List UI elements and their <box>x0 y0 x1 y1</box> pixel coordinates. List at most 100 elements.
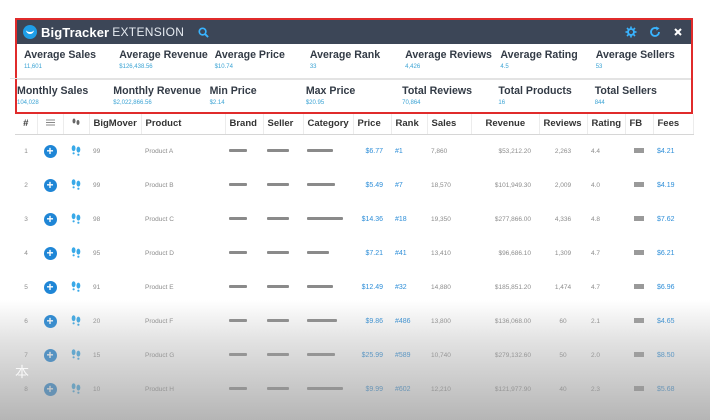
rank-cell[interactable]: #18 <box>395 215 407 223</box>
footprints-icon[interactable] <box>71 246 81 260</box>
product-name[interactable]: Product E <box>145 283 174 291</box>
product-name[interactable]: Product F <box>145 317 174 325</box>
table-row[interactable]: 2 +99 Product B $5.49 #7 18,570 $101,949.30 2,0… <box>15 168 693 202</box>
header-footprint-column[interactable] <box>63 114 90 135</box>
footprints-icon <box>72 118 80 125</box>
product-name[interactable]: Product H <box>145 385 174 393</box>
footprints-icon[interactable] <box>71 178 81 192</box>
category-cell <box>303 236 353 270</box>
header-category[interactable]: Category <box>303 114 354 135</box>
close-icon[interactable] <box>673 27 683 37</box>
stat-monthly-sales: Monthly Sales 104,028 <box>17 79 114 113</box>
header-bigmover[interactable]: BigMover <box>89 114 142 135</box>
product-name[interactable]: Product C <box>145 215 174 223</box>
header-revenue[interactable]: Revenue <box>471 114 540 135</box>
redacted-bar <box>634 148 644 154</box>
gear-icon[interactable] <box>625 26 637 38</box>
price-cell: $9.86 <box>365 317 383 325</box>
header-reviews[interactable]: Reviews <box>539 114 588 135</box>
header-brand[interactable]: Brand <box>225 114 264 135</box>
rank-cell[interactable]: #602 <box>395 385 411 393</box>
rank-cell[interactable]: #41 <box>395 249 407 257</box>
revenue-cell: $96,686.10 <box>498 249 531 257</box>
refresh-icon[interactable] <box>649 26 661 38</box>
redacted-bar <box>267 387 289 391</box>
search-icon[interactable] <box>198 26 209 38</box>
product-name[interactable]: Product G <box>145 351 175 359</box>
footprints-icon[interactable] <box>71 280 81 294</box>
add-icon[interactable]: + <box>43 212 57 226</box>
rank-cell[interactable]: #589 <box>395 351 411 359</box>
fb-cell <box>625 304 653 338</box>
footprints-icon[interactable] <box>71 144 81 158</box>
price-cell: $14.36 <box>361 215 383 223</box>
table-row[interactable]: 6 +20 Product F $9.86 #486 13,800 $136,068.00 6… <box>15 304 693 338</box>
footprints-icon[interactable] <box>71 212 81 226</box>
table-row[interactable]: 3 +98 Product C $14.36 #18 19,350 $277,866.00 4… <box>15 202 693 236</box>
redacted-bar <box>229 149 247 153</box>
product-name[interactable]: Product B <box>145 181 174 189</box>
rank-cell[interactable]: #486 <box>395 317 411 325</box>
header-fees[interactable]: Fees <box>653 114 694 135</box>
table-row[interactable]: 5 +91 Product E $12.49 #32 14,880 $185,851.20 1… <box>15 270 693 304</box>
reviews-cell: 50 <box>559 351 567 359</box>
footprints-icon[interactable] <box>71 348 81 362</box>
stat-value: $2.14 <box>209 100 225 106</box>
stat-value: $2,022,866.56 <box>113 100 152 106</box>
header-fb[interactable]: FB <box>625 114 654 135</box>
stat-total-reviews: Total Reviews 70,864 <box>402 79 499 113</box>
stat-value: $126,438.56 <box>119 64 153 70</box>
brand-cell <box>225 236 263 270</box>
footprints-icon[interactable] <box>71 314 81 328</box>
header-seller[interactable]: Seller <box>263 114 304 135</box>
rank-cell[interactable]: #1 <box>395 147 403 155</box>
redacted-bar <box>307 319 337 323</box>
bigmover-score: 95 <box>93 249 101 257</box>
header-rating[interactable]: Rating <box>587 114 626 135</box>
add-icon[interactable]: + <box>43 348 57 362</box>
stat-average-sellers: Average Sellers 53 <box>596 44 691 78</box>
category-cell <box>303 338 353 372</box>
brand-cell <box>225 372 263 406</box>
add-icon[interactable]: + <box>43 144 57 158</box>
table-row[interactable]: 4 +95 Product D $7.21 #41 13,410 $96,686.10 1,3… <box>15 236 693 270</box>
bigmover-score: 10 <box>93 385 101 393</box>
header-price[interactable]: Price <box>353 114 392 135</box>
fb-cell <box>625 134 653 168</box>
category-cell <box>303 134 353 168</box>
fees-cell: $6.21 <box>657 249 675 257</box>
revenue-cell: $136,068.00 <box>494 317 531 325</box>
rank-cell[interactable]: #7 <box>395 181 403 189</box>
add-icon[interactable]: + <box>43 314 57 328</box>
footprints-icon[interactable] <box>71 382 81 396</box>
table-row[interactable]: 8 +10 Product H $9.99 #602 12,210 $121,977.90 4… <box>15 372 693 406</box>
price-cell: $6.77 <box>365 147 383 155</box>
add-product-cell: + <box>37 202 63 236</box>
header-index[interactable]: # <box>15 114 38 135</box>
add-icon[interactable]: + <box>43 178 57 192</box>
add-icon[interactable]: + <box>43 280 57 294</box>
sales-cell: 14,880 <box>431 283 451 291</box>
header-rank[interactable]: Rank <box>391 114 428 135</box>
add-icon[interactable]: + <box>43 246 57 260</box>
stats-row-totals: Monthly Sales 104,028 Monthly Revenue $2,02… <box>10 78 691 113</box>
sales-cell: 7,860 <box>431 147 448 155</box>
header-sales[interactable]: Sales <box>427 114 472 135</box>
sales-cell: 10,740 <box>431 351 451 359</box>
stat-average-rating: Average Rating 4.5 <box>500 44 595 78</box>
product-name[interactable]: Product D <box>145 249 174 257</box>
fb-cell <box>625 338 653 372</box>
add-icon[interactable]: + <box>43 382 57 396</box>
row-index: 5 <box>24 283 28 291</box>
product-name[interactable]: Product A <box>145 147 174 155</box>
header-product[interactable]: Product <box>141 114 226 135</box>
table-row[interactable]: 7 +15 Product G $25.99 #589 10,740 $279,132.60… <box>15 338 693 372</box>
header-add-column[interactable] <box>37 114 64 135</box>
table-row[interactable]: 1 +99 Product A $6.77 #1 7,860 $53,212.20 2,263… <box>15 134 693 168</box>
brand-cell <box>225 202 263 236</box>
revenue-cell: $101,949.30 <box>494 181 531 189</box>
list-icon <box>45 119 55 126</box>
redacted-bar <box>229 217 247 221</box>
rank-cell[interactable]: #32 <box>395 283 407 291</box>
row-index: 1 <box>24 147 28 155</box>
